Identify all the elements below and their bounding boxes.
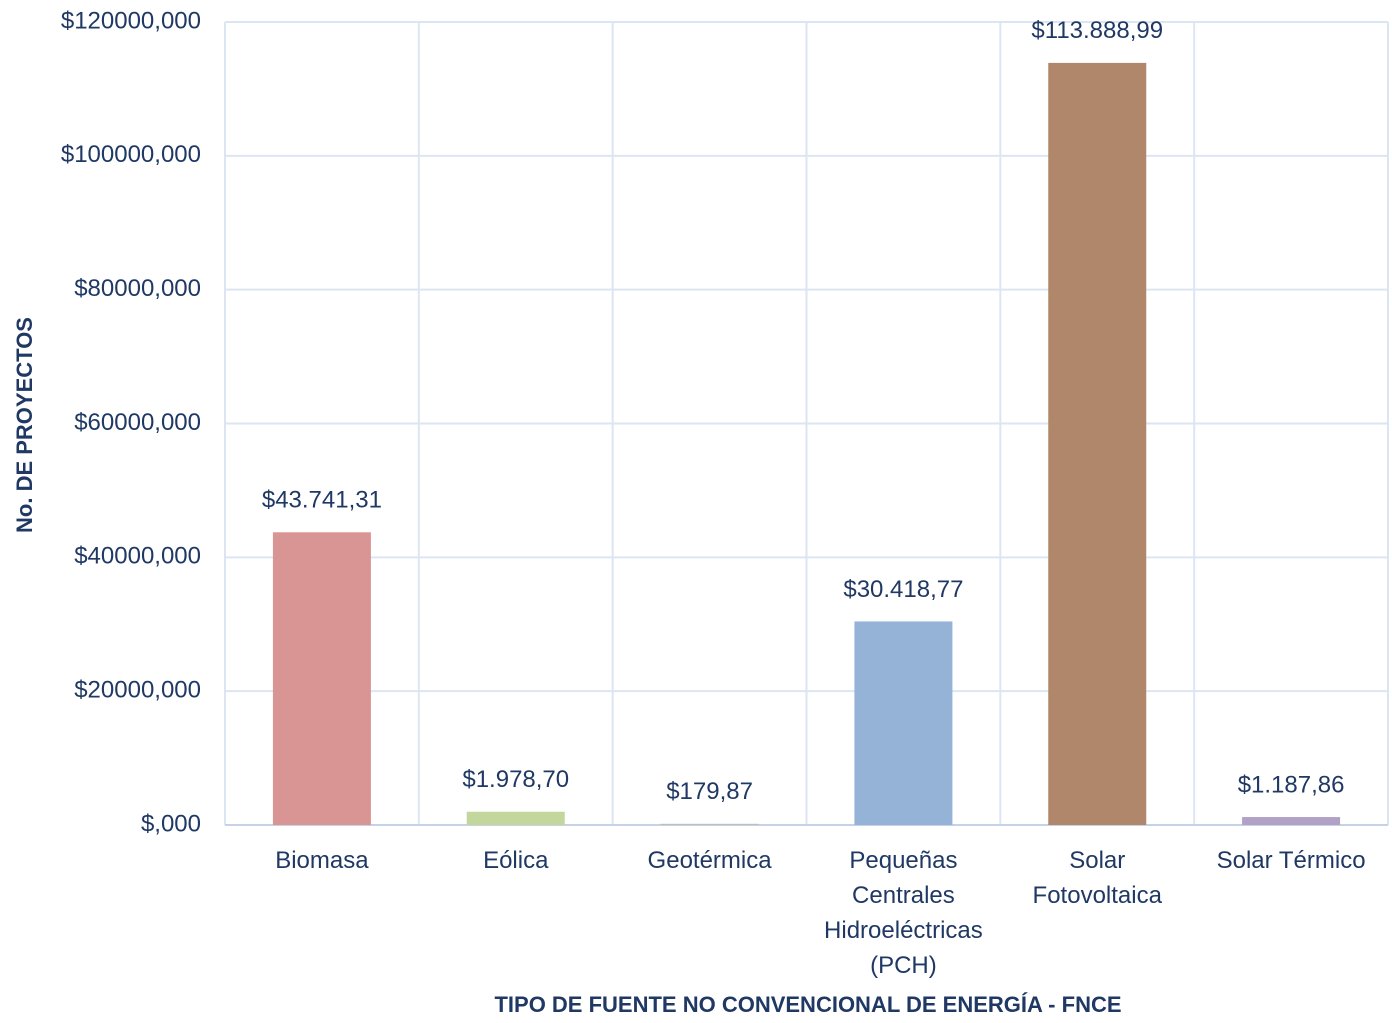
y-tick-label: $120000,000 (61, 7, 201, 34)
x-tick-label: Eólica (483, 847, 549, 874)
y-tick-label: $20000,000 (74, 677, 201, 704)
bar (272, 532, 371, 825)
bar (1048, 62, 1147, 826)
x-tick-label: Solar Fotovoltaica (1032, 847, 1162, 909)
y-tick-label: $40000,000 (74, 543, 201, 570)
bar (1242, 817, 1341, 825)
y-axis-label: No. DE PROYECTOS (12, 317, 37, 533)
x-tick-label: Biomasa (275, 847, 369, 874)
value-label: $1.978,70 (462, 766, 569, 793)
y-tick-label: $60000,000 (74, 409, 201, 436)
y-tick-label: $80000,000 (74, 275, 201, 302)
bar (660, 823, 759, 825)
bar (466, 811, 565, 825)
value-label: $113.888,99 (1031, 17, 1163, 44)
y-tick-label: $,000 (141, 810, 201, 837)
value-label: $30.418,77 (843, 576, 963, 603)
x-tick-label: Pequeñas Centrales Hidroeléctricas (PCH) (824, 847, 983, 979)
x-tick-label: Solar Térmico (1216, 847, 1366, 874)
value-label: $43.741,31 (262, 487, 382, 514)
value-label: $1.187,86 (1238, 771, 1345, 798)
x-tick-label: Geotérmica (647, 847, 772, 874)
bar (854, 621, 953, 825)
x-axis-label: TIPO DE FUENTE NO CONVENCIONAL DE ENERGÍ… (494, 992, 1121, 1017)
y-tick-label: $100000,000 (61, 141, 201, 168)
value-label: $179,87 (666, 778, 753, 805)
